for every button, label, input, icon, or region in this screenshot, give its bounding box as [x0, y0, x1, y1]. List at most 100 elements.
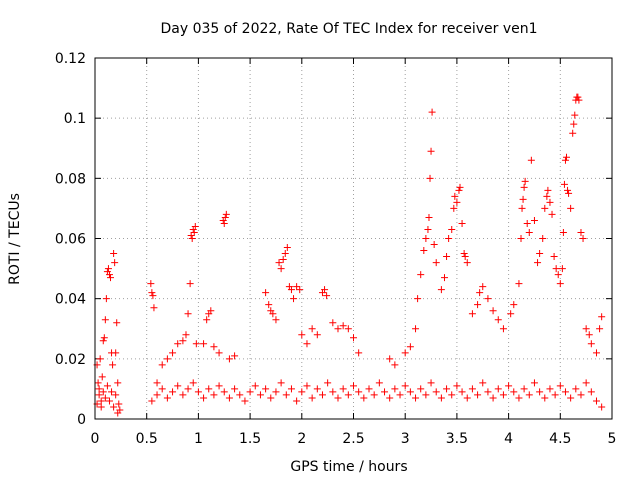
data-point: [432, 259, 440, 267]
data-point: [148, 289, 156, 297]
data-point: [109, 361, 117, 369]
data-point: [265, 301, 273, 309]
data-point: [102, 295, 110, 303]
data-point: [186, 280, 194, 288]
data-point: [115, 400, 123, 408]
x-tick-label: 0: [91, 431, 100, 447]
data-point: [567, 394, 575, 402]
data-point: [417, 385, 425, 393]
data-point: [308, 325, 316, 333]
data-point: [494, 385, 502, 393]
data-point: [298, 388, 306, 396]
data-point: [313, 385, 321, 393]
y-axis-label: ROTI / TECUs: [7, 193, 23, 285]
data-point: [437, 394, 445, 402]
data-point: [344, 325, 352, 333]
data-point: [207, 307, 215, 315]
data-point: [515, 280, 523, 288]
data-point: [158, 385, 166, 393]
data-point: [585, 331, 593, 339]
chart-title: Day 035 of 2022, Rate Of TEC Index for r…: [160, 21, 537, 37]
data-point: [451, 192, 459, 200]
data-point: [391, 361, 399, 369]
data-point: [381, 388, 389, 396]
data-point: [544, 186, 552, 194]
data-point: [105, 397, 113, 405]
data-point: [350, 382, 357, 390]
data-point: [329, 388, 337, 396]
x-tick-label: 2: [297, 431, 306, 447]
data-point: [95, 385, 103, 393]
data-point: [440, 274, 448, 282]
data-point: [184, 310, 192, 318]
data-point: [188, 235, 196, 242]
data-point: [428, 108, 436, 116]
data-point: [520, 385, 528, 393]
data-point: [150, 304, 158, 312]
data-point: [530, 216, 538, 224]
data-point: [536, 250, 544, 258]
data-point: [427, 379, 435, 387]
data-point: [558, 265, 566, 273]
data-point: [559, 228, 567, 236]
data-point: [293, 397, 301, 405]
data-point: [100, 334, 108, 342]
data-point: [432, 388, 440, 396]
data-point: [110, 403, 118, 411]
data-point: [479, 379, 487, 387]
data-point: [458, 219, 466, 227]
data-point: [534, 259, 542, 267]
data-point: [355, 349, 363, 357]
data-point: [111, 259, 119, 267]
data-point: [406, 388, 414, 396]
y-tick-label: 0.1: [64, 111, 86, 127]
data-point: [95, 391, 103, 399]
data-point: [269, 310, 277, 318]
data-point: [430, 241, 438, 249]
data-point: [453, 198, 461, 206]
data-point: [169, 349, 177, 357]
data-point: [107, 274, 115, 282]
y-tick-label: 0.02: [55, 352, 86, 368]
data-point: [437, 286, 445, 294]
data-point: [565, 189, 573, 197]
data-point: [148, 397, 156, 405]
data-point: [303, 340, 311, 348]
data-point: [184, 385, 192, 393]
data-point: [525, 391, 533, 399]
data-point: [114, 409, 122, 417]
data-point: [192, 340, 200, 348]
data-point: [287, 286, 295, 294]
data-point: [386, 394, 394, 402]
plot-frame: [94, 57, 613, 420]
data-point: [546, 198, 554, 206]
data-point: [334, 394, 342, 402]
data-point: [251, 382, 259, 390]
x-tick-label: 0.5: [136, 431, 158, 447]
data-point: [282, 391, 290, 399]
data-point: [414, 295, 422, 303]
data-point: [241, 397, 249, 405]
data-point: [339, 385, 347, 393]
data-point: [290, 295, 298, 303]
data-point: [587, 340, 595, 348]
data-point: [479, 283, 487, 291]
data-point: [97, 403, 105, 411]
data-point: [182, 331, 190, 339]
y-tick-label: 0.06: [55, 232, 86, 248]
data-point: [303, 382, 311, 390]
data-point: [518, 204, 526, 212]
data-point: [453, 382, 461, 390]
data-point: [450, 204, 458, 212]
data-point: [551, 391, 559, 399]
axes: 0 0.5 1 1.5 2 2.5 3 3.5 4 4.5 5 0 0.02 0.04 0.06 0.08 0.…: [55, 51, 617, 447]
data-point: [546, 385, 554, 393]
data-point: [468, 385, 476, 393]
data-point: [422, 391, 430, 399]
data-point: [187, 231, 195, 239]
data-point: [163, 355, 171, 363]
data-point: [99, 337, 107, 345]
data-point: [445, 235, 453, 242]
data-point: [277, 379, 285, 387]
